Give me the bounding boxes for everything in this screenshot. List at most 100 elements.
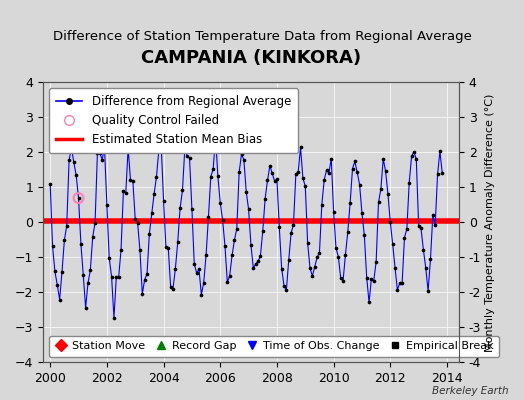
Point (436, 148, 444, 154)
Point (348, 165, 357, 172)
Point (325, 170, 333, 176)
Point (143, 271, 151, 277)
Point (289, 222, 298, 228)
Text: Berkeley Earth: Berkeley Earth (432, 386, 508, 396)
Point (148, 210, 156, 217)
Point (405, 180, 413, 186)
Point (98, 156, 106, 163)
Point (346, 199, 354, 206)
Point (330, 208, 338, 215)
Point (58, 269, 66, 275)
Point (363, 274, 371, 281)
Point (400, 234, 409, 241)
Point (72, 172, 80, 178)
Point (233, 226, 241, 232)
Point (138, 291, 147, 297)
Point (410, 148, 418, 155)
Point (65, 157, 73, 164)
Point (197, 292, 205, 298)
Point (60, 237, 69, 244)
Point (358, 210, 366, 216)
Point (79, 272, 88, 278)
Point (280, 282, 288, 289)
Point (313, 254, 321, 261)
Point (202, 252, 210, 258)
Point (112, 274, 121, 280)
Title: CAMPANIA (KINKORA): CAMPANIA (KINKORA) (141, 49, 361, 67)
Point (247, 242, 255, 248)
Point (46, 180, 54, 187)
Point (185, 155, 194, 162)
Point (200, 280, 208, 286)
Point (176, 205, 184, 211)
Point (114, 274, 123, 280)
Point (51, 268, 59, 275)
Point (249, 265, 257, 271)
Point (414, 223, 423, 229)
Point (124, 145, 133, 152)
Point (351, 158, 359, 165)
Point (129, 178, 137, 184)
Point (299, 175, 307, 182)
Point (421, 264, 430, 271)
Point (308, 273, 316, 279)
Point (261, 196, 269, 202)
Point (266, 163, 274, 169)
Point (164, 245, 172, 252)
Point (235, 169, 243, 176)
Point (145, 230, 154, 237)
Point (93, 150, 102, 156)
Point (155, 147, 163, 153)
Point (282, 287, 291, 294)
Point (70, 159, 78, 166)
Point (74, 195, 83, 201)
Point (360, 232, 368, 238)
Point (216, 200, 224, 206)
Point (242, 188, 250, 195)
Legend: Station Move, Record Gap, Time of Obs. Change, Empirical Break: Station Move, Record Gap, Time of Obs. C… (49, 336, 499, 357)
Y-axis label: Monthly Temperature Anomaly Difference (°C): Monthly Temperature Anomaly Difference (… (485, 93, 495, 352)
Point (256, 253, 265, 260)
Point (84, 280, 92, 286)
Point (398, 280, 406, 286)
Point (56, 296, 64, 303)
Point (273, 176, 281, 182)
Point (103, 202, 111, 208)
Point (237, 151, 246, 157)
Point (386, 219, 395, 225)
Point (152, 174, 161, 180)
Point (171, 266, 180, 272)
Point (219, 217, 227, 223)
Point (341, 252, 350, 258)
Point (322, 167, 331, 173)
Point (122, 190, 130, 196)
Point (228, 252, 236, 259)
Point (136, 247, 144, 254)
Point (315, 250, 324, 256)
Point (294, 169, 302, 175)
Point (367, 276, 376, 282)
Point (204, 214, 213, 220)
Point (318, 202, 326, 208)
Point (89, 234, 97, 240)
Point (258, 228, 267, 234)
Point (74, 195, 83, 201)
Point (332, 245, 340, 251)
Point (48, 243, 57, 249)
Point (167, 284, 175, 290)
Point (214, 173, 222, 180)
Point (303, 240, 312, 246)
Point (223, 279, 232, 286)
Point (391, 264, 399, 271)
Point (320, 177, 329, 183)
Point (239, 157, 248, 163)
Point (134, 219, 142, 226)
Point (374, 199, 383, 206)
Point (162, 244, 170, 250)
Point (388, 241, 397, 247)
Point (353, 169, 362, 176)
Point (100, 145, 108, 151)
Point (268, 170, 276, 176)
Point (263, 177, 271, 184)
Point (206, 173, 215, 180)
